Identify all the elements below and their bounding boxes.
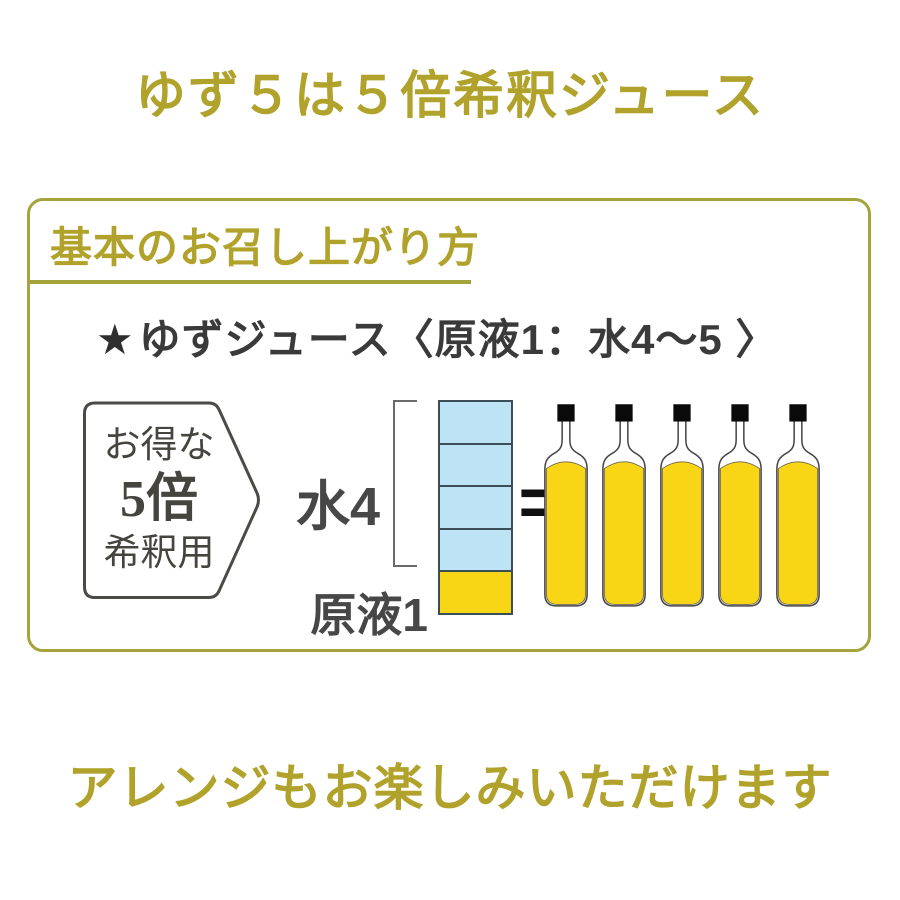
bottle-outline — [544, 421, 588, 607]
bottles-row — [542, 399, 822, 614]
bottle-cap-icon — [673, 404, 691, 422]
juice-liquid — [661, 461, 703, 605]
recipe-text: ゆずジュース〈原液1：水4～5 〉 — [138, 316, 779, 363]
juice-liquid — [777, 461, 819, 605]
juice-bottle — [776, 404, 820, 607]
water-cell — [440, 444, 511, 488]
juice-liquid — [719, 461, 761, 605]
juice-bottle — [602, 404, 646, 607]
badge-line-2: 5倍 — [119, 470, 198, 528]
bottle-cap-icon — [789, 404, 807, 422]
dilution-badge: お得な 5倍 希釈用 — [81, 400, 262, 601]
concentrate-label: 原液1 — [310, 589, 428, 641]
bottle-cap-icon — [557, 404, 575, 422]
footer-text: アレンジもお楽しみいただけます — [67, 760, 833, 816]
water-bracket — [393, 400, 417, 567]
star-icon: ★ — [96, 316, 135, 363]
water-cell — [440, 487, 511, 530]
bottle-outline — [660, 421, 704, 607]
ratio-column — [438, 400, 513, 615]
bottle-cap-icon — [731, 404, 749, 422]
badge-text: お得な 5倍 希釈用 — [83, 400, 235, 599]
bottle-outline — [602, 421, 646, 607]
juice-bottle — [660, 404, 704, 607]
badge-line-3: 希釈用 — [103, 532, 215, 574]
juice-bottle — [718, 404, 762, 607]
bottle-cap-icon — [615, 404, 633, 422]
water-label: 水4 — [295, 477, 380, 537]
header-underline — [27, 280, 471, 284]
juice-liquid — [545, 461, 587, 605]
panel-header: 基本のお召し上がり方 — [50, 224, 481, 271]
juice-liquid — [603, 461, 645, 605]
badge-line-1: お得な — [103, 424, 215, 466]
water-cell — [440, 529, 511, 573]
page-title: ゆず５は５倍希釈ジュース — [135, 67, 765, 124]
bottle-outline — [776, 421, 820, 607]
recipe-line: ★ゆずジュース〈原液1：水4～5 〉 — [96, 306, 778, 367]
badge-pentagon-icon — [83, 401, 260, 599]
concentrate-cell — [440, 572, 511, 613]
juice-bottle — [544, 404, 588, 607]
water-cell — [440, 402, 511, 445]
usage-panel: 基本のお召し上がり方 ★ゆずジュース〈原液1：水4～5 〉 お得な 5倍 希釈用… — [27, 198, 871, 652]
bottle-outline — [718, 421, 762, 607]
